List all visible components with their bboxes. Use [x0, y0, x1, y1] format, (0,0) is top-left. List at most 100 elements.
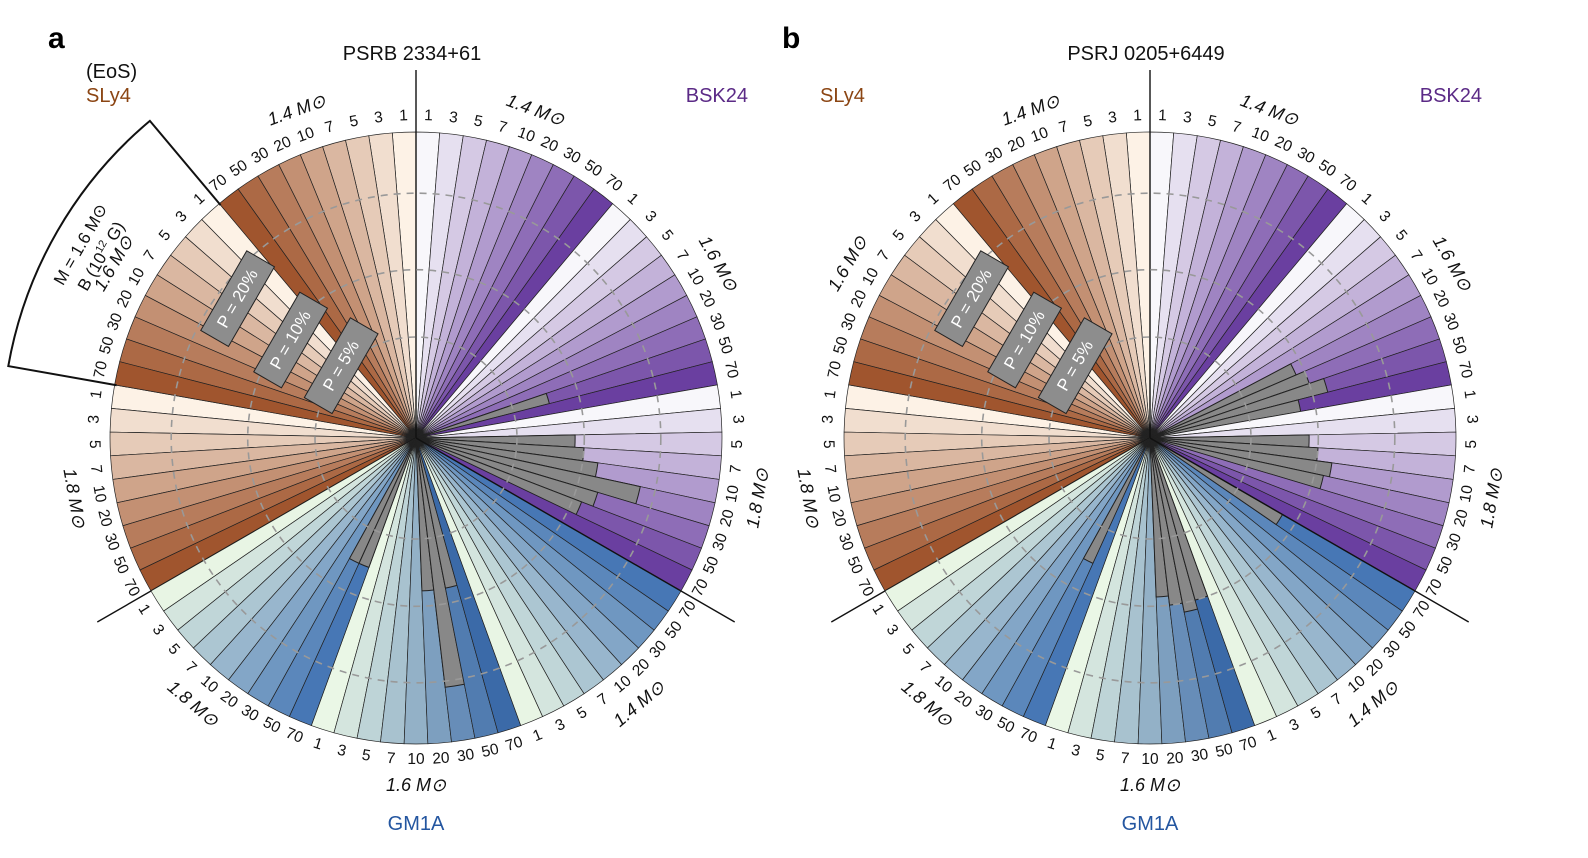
tick-label: 1	[88, 389, 106, 400]
tick-label: 5	[348, 112, 360, 130]
tick-label: 30	[1190, 746, 1210, 766]
tick-label: 1	[399, 107, 408, 124]
mass-label: 1.8 M⊙	[742, 466, 772, 530]
tick-label: 30	[972, 702, 996, 726]
eos-label-gm1a: GM1A	[1122, 813, 1179, 835]
dashed-circle	[246, 268, 586, 608]
tick-label: 70	[676, 597, 700, 621]
sun-symbol: ⊙	[198, 706, 223, 732]
tick-label: 30	[101, 531, 123, 553]
tick-label: 30	[1294, 144, 1318, 167]
tick-label: 20	[1451, 507, 1472, 528]
tick-label: 1	[424, 107, 433, 124]
tick-label: 30	[709, 531, 731, 553]
tick-label: 10	[859, 265, 883, 289]
mass-label: 1.6 M⊙	[386, 775, 447, 795]
tick-label: 20	[114, 287, 137, 310]
tick-label: 20	[1272, 133, 1295, 156]
tick-label: 1	[1264, 726, 1278, 745]
tick-label: 7	[727, 464, 745, 474]
tick-label: 3	[729, 414, 746, 424]
dashed-circle	[904, 192, 1396, 684]
tick-label: 30	[838, 310, 860, 333]
tick-label: 1	[1460, 389, 1478, 400]
tick-label: 7	[386, 750, 396, 768]
tick-label: 3	[819, 414, 836, 424]
sun-symbol: ⊙	[932, 706, 957, 732]
tick-label: 7	[1057, 118, 1070, 137]
tick-label: 50	[662, 618, 686, 642]
tick-label: 30	[835, 531, 857, 553]
tick-label: 30	[1443, 531, 1465, 553]
eos-divider	[1149, 437, 1470, 623]
tick-label: 70	[120, 576, 143, 600]
sun-symbol: ⊙	[1451, 271, 1476, 295]
tick-label: 5	[820, 440, 837, 449]
tick-label: 10	[407, 751, 425, 768]
tick-label: 1	[190, 190, 208, 208]
tick-label: 3	[1070, 742, 1082, 761]
tick-label: 3	[172, 208, 190, 226]
tick-label: 10	[611, 672, 635, 696]
sun-symbol: ⊙	[431, 775, 447, 795]
tick-label: 7	[1230, 118, 1243, 137]
tick-label: 7	[1329, 690, 1346, 709]
tick-label: 10	[125, 265, 149, 289]
tick-label: 3	[1463, 414, 1480, 424]
tick-label: 30	[1380, 637, 1404, 661]
tick-label: 70	[689, 576, 712, 600]
tick-label: 20	[951, 688, 975, 712]
tick-label: 5	[1463, 440, 1480, 449]
wedge-SLy4-1-8	[848, 361, 1151, 439]
tick-label: 1	[822, 389, 840, 400]
tick-label: 50	[714, 335, 735, 357]
tick-label: 20	[538, 133, 561, 156]
tick-label: 50	[109, 554, 132, 577]
tick-label: 3	[336, 742, 348, 761]
tick-label: 7	[1406, 247, 1425, 264]
sun-symbol: ⊙	[307, 90, 329, 114]
panel-letter: b	[782, 22, 800, 55]
tick-label: 50	[581, 157, 605, 181]
tick-label: 30	[104, 310, 126, 333]
tick-label: 1	[1358, 190, 1376, 208]
tick-label: 70	[1017, 725, 1040, 747]
tick-label: 5	[164, 641, 182, 659]
bar-GM1A-2-8	[358, 437, 417, 569]
tick-label: 30	[238, 702, 262, 726]
tick-label: 50	[994, 714, 1017, 737]
tick-label: 50	[700, 554, 723, 577]
tick-label: 7	[1120, 750, 1130, 768]
sun-symbol: ⊙	[750, 466, 772, 485]
p-legend-bg	[253, 291, 329, 389]
tick-label: 50	[1214, 741, 1235, 762]
tick-label: 3	[553, 716, 568, 735]
eos-label-gm1a: GM1A	[388, 813, 445, 835]
tick-label: 70	[854, 576, 877, 600]
tick-label: 20	[695, 287, 718, 310]
eos-divider	[415, 437, 736, 623]
sun-symbol: ⊙	[67, 511, 89, 530]
tick-label: 20	[1429, 287, 1452, 310]
tick-label: 3	[1182, 109, 1193, 127]
tick-label: 5	[658, 227, 677, 244]
tick-label: 20	[629, 655, 653, 679]
tick-label: 70	[602, 171, 626, 195]
tick-label: 5	[1206, 112, 1218, 130]
tick-label: 30	[249, 144, 273, 167]
tick-label: 7	[821, 464, 839, 474]
panel-title: PSRB 2334+61	[343, 43, 481, 65]
tick-label: 50	[260, 714, 283, 737]
tick-label: 50	[830, 334, 851, 356]
tick-label: 5	[156, 227, 175, 244]
tick-label: 10	[684, 265, 708, 289]
sun-symbol: ⊙	[846, 232, 871, 256]
mass-label: 1.4 M⊙	[999, 90, 1063, 130]
tick-label: 10	[295, 124, 317, 146]
tick-label: 7	[1461, 464, 1479, 474]
tick-label: 20	[432, 749, 451, 767]
tick-label: 3	[906, 208, 924, 226]
tick-label: 50	[1315, 157, 1339, 181]
sun-symbol: ⊙	[801, 511, 823, 530]
